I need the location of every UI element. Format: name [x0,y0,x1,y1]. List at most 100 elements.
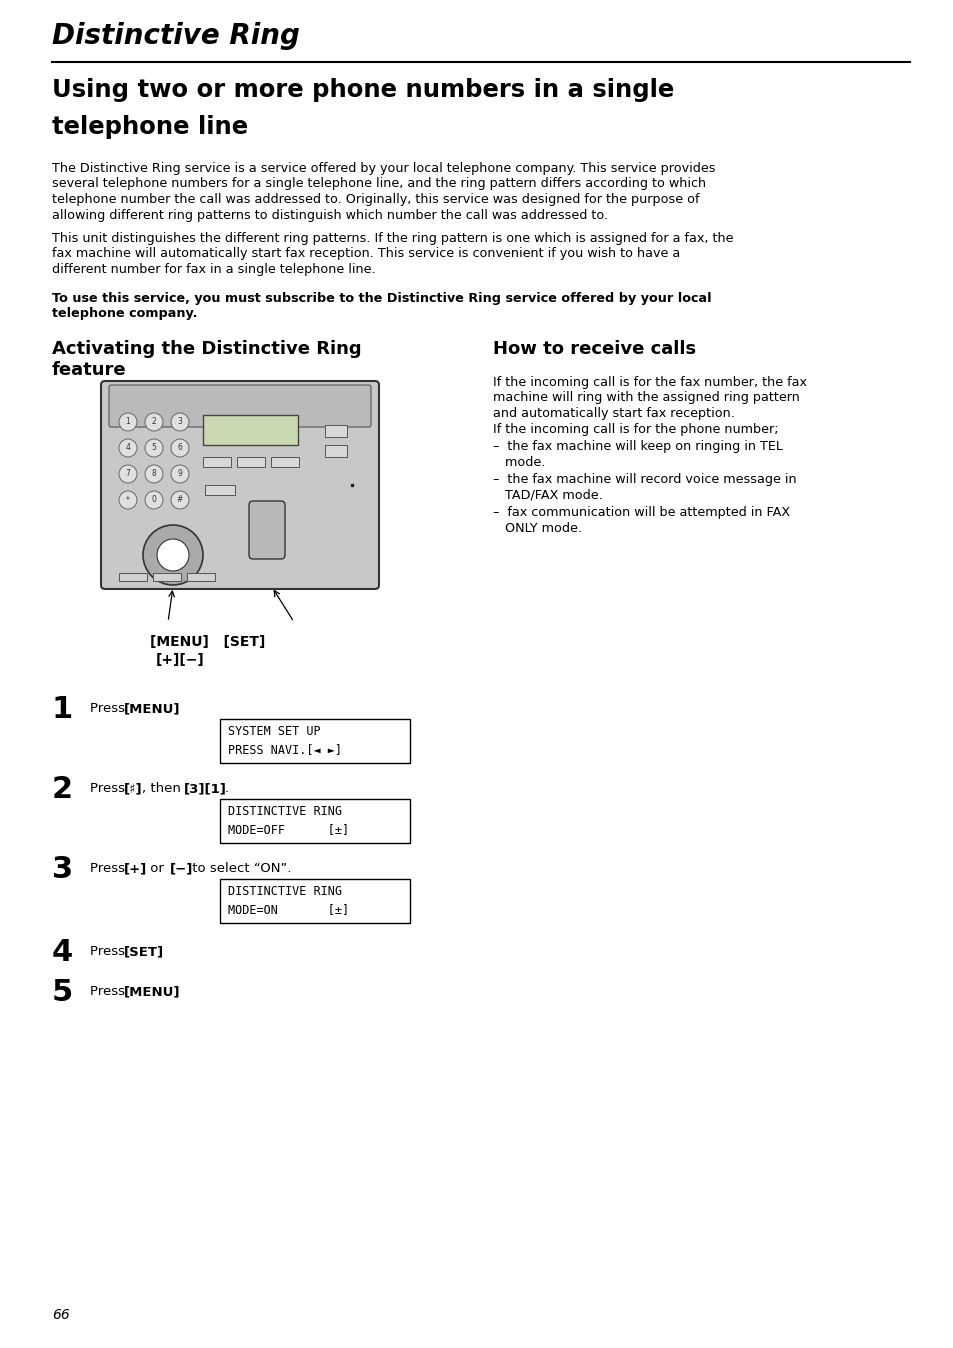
FancyBboxPatch shape [249,501,285,559]
Text: #: # [176,496,183,504]
Text: 66: 66 [52,1308,70,1322]
Text: [SET]: [SET] [124,945,164,958]
Text: To use this service, you must subscribe to the Distinctive Ring service offered : To use this service, you must subscribe … [52,293,711,305]
Text: 3: 3 [177,418,182,426]
Text: If the incoming call is for the fax number, the fax: If the incoming call is for the fax numb… [493,376,806,390]
Text: *: * [126,496,130,504]
Text: fax machine will automatically start fax reception. This service is convenient i: fax machine will automatically start fax… [52,248,679,260]
Text: [+]: [+] [124,861,147,875]
Circle shape [171,439,189,457]
Text: –  fax communication will be attempted in FAX: – fax communication will be attempted in… [493,506,789,519]
Text: Press: Press [90,782,129,795]
Text: Press: Press [90,945,129,958]
Bar [203,415,297,445]
Text: 0: 0 [152,496,156,504]
Text: Using two or more phone numbers in a single: Using two or more phone numbers in a sin… [52,78,674,102]
Bar [220,799,410,842]
Circle shape [143,524,203,585]
Bar [220,718,410,763]
Text: 2: 2 [152,418,156,426]
Text: [♯]: [♯] [124,782,143,795]
Text: .: . [168,985,172,998]
Text: different number for fax in a single telephone line.: different number for fax in a single tel… [52,263,375,276]
Bar [119,573,147,581]
Text: [+][−]: [+][−] [156,652,205,667]
Text: Distinctive Ring: Distinctive Ring [52,22,299,50]
Bar [205,485,234,495]
Bar [187,573,214,581]
Text: TAD/FAX mode.: TAD/FAX mode. [493,488,602,501]
Text: 4: 4 [52,938,73,967]
Text: DISTINCTIVE RING: DISTINCTIVE RING [228,805,341,818]
Bar [325,425,347,437]
Text: [MENU]: [MENU] [124,985,180,998]
Text: ONLY mode.: ONLY mode. [493,522,581,535]
Text: .: . [168,702,172,714]
Text: 3: 3 [52,855,73,884]
Text: [−]: [−] [170,861,193,875]
Bar [152,573,181,581]
Circle shape [145,412,163,431]
Text: How to receive calls: How to receive calls [493,340,696,359]
Text: telephone number the call was addressed to. Originally, this service was designe: telephone number the call was addressed … [52,193,699,206]
Bar [203,457,231,466]
Text: 7: 7 [126,469,131,479]
Text: telephone line: telephone line [52,115,248,139]
Text: If the incoming call is for the phone number;: If the incoming call is for the phone nu… [493,422,778,435]
Text: –  the fax machine will record voice message in: – the fax machine will record voice mess… [493,473,796,487]
Text: feature: feature [52,361,127,379]
Text: to select “ON”.: to select “ON”. [188,861,292,875]
Circle shape [171,465,189,483]
Text: PRESS NAVI.[◄ ►]: PRESS NAVI.[◄ ►] [228,743,341,756]
Text: .: . [159,945,163,958]
Text: Press: Press [90,861,129,875]
Circle shape [119,491,137,510]
Text: 1: 1 [52,696,73,724]
Text: –  the fax machine will keep on ringing in TEL: – the fax machine will keep on ringing i… [493,439,782,453]
Text: allowing different ring patterns to distinguish which number the call was addres: allowing different ring patterns to dist… [52,209,607,221]
Text: or: or [146,861,168,875]
Text: 5: 5 [52,979,73,1007]
Bar [325,445,347,457]
Circle shape [145,439,163,457]
Text: mode.: mode. [493,456,545,469]
Text: MODE=OFF      [±]: MODE=OFF [±] [228,824,349,836]
Text: [MENU]: [MENU] [124,702,180,714]
Text: DISTINCTIVE RING: DISTINCTIVE RING [228,886,341,898]
Text: , then: , then [142,782,185,795]
Text: 8: 8 [152,469,156,479]
Text: and automatically start fax reception.: and automatically start fax reception. [493,407,734,421]
Bar [236,457,265,466]
FancyBboxPatch shape [101,381,378,589]
Text: 6: 6 [177,443,182,453]
Circle shape [171,412,189,431]
Circle shape [119,465,137,483]
FancyBboxPatch shape [109,386,371,427]
Text: The Distinctive Ring service is a service offered by your local telephone compan: The Distinctive Ring service is a servic… [52,162,715,175]
Circle shape [145,491,163,510]
Text: 2: 2 [52,775,73,803]
Circle shape [119,412,137,431]
Bar [220,879,410,923]
Circle shape [145,465,163,483]
Circle shape [119,439,137,457]
Text: [MENU]   [SET]: [MENU] [SET] [150,635,265,648]
Bar [271,457,298,466]
Text: 9: 9 [177,469,182,479]
Text: 4: 4 [126,443,131,453]
Text: .: . [225,782,229,795]
Text: several telephone numbers for a single telephone line, and the ring pattern diff: several telephone numbers for a single t… [52,178,705,190]
Circle shape [171,491,189,510]
Text: 1: 1 [126,418,131,426]
Text: Press: Press [90,985,129,998]
Text: Activating the Distinctive Ring: Activating the Distinctive Ring [52,340,361,359]
Text: This unit distinguishes the different ring patterns. If the ring pattern is one : This unit distinguishes the different ri… [52,232,733,245]
Text: telephone company.: telephone company. [52,307,197,321]
Circle shape [157,539,189,572]
Text: Press: Press [90,702,129,714]
Text: SYSTEM SET UP: SYSTEM SET UP [228,725,320,737]
Text: 5: 5 [152,443,156,453]
Text: machine will ring with the assigned ring pattern: machine will ring with the assigned ring… [493,391,799,404]
Text: MODE=ON       [±]: MODE=ON [±] [228,903,349,917]
Text: [3][1]: [3][1] [184,782,227,795]
